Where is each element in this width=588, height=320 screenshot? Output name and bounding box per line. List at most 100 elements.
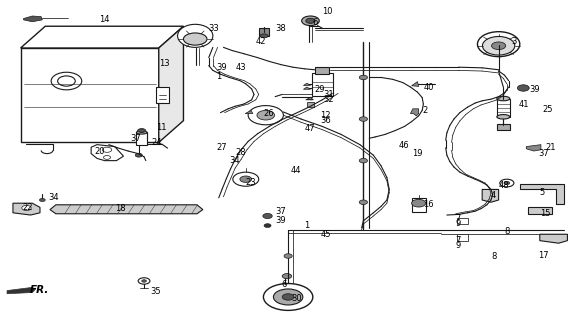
Text: 46: 46 bbox=[399, 141, 409, 150]
Text: 6: 6 bbox=[313, 18, 318, 27]
Bar bbox=[457, 234, 468, 241]
Circle shape bbox=[302, 16, 319, 26]
Text: 7: 7 bbox=[456, 236, 461, 245]
Circle shape bbox=[263, 213, 272, 219]
Text: 43: 43 bbox=[235, 63, 246, 72]
Ellipse shape bbox=[58, 76, 75, 86]
Text: 7: 7 bbox=[456, 214, 461, 223]
Circle shape bbox=[142, 280, 146, 282]
Ellipse shape bbox=[183, 33, 207, 45]
Text: 9: 9 bbox=[456, 219, 461, 228]
Text: 18: 18 bbox=[115, 204, 125, 213]
Polygon shape bbox=[526, 145, 541, 151]
Text: 40: 40 bbox=[423, 83, 434, 92]
Text: 45: 45 bbox=[320, 230, 331, 239]
Text: 34: 34 bbox=[229, 156, 240, 165]
Text: 20: 20 bbox=[94, 148, 105, 156]
Text: 35: 35 bbox=[150, 287, 161, 296]
Text: 37: 37 bbox=[538, 149, 549, 158]
Polygon shape bbox=[21, 26, 183, 48]
Ellipse shape bbox=[178, 24, 213, 47]
Text: 36: 36 bbox=[320, 116, 331, 125]
Text: 37: 37 bbox=[131, 134, 141, 143]
Bar bbox=[136, 132, 147, 145]
Text: 4: 4 bbox=[491, 191, 496, 200]
Text: 29: 29 bbox=[315, 85, 325, 94]
Circle shape bbox=[359, 158, 368, 163]
Circle shape bbox=[248, 106, 283, 125]
Circle shape bbox=[103, 156, 111, 159]
Polygon shape bbox=[412, 82, 419, 86]
Circle shape bbox=[359, 117, 368, 121]
Circle shape bbox=[273, 289, 303, 305]
Text: 44: 44 bbox=[291, 166, 302, 175]
Text: 1: 1 bbox=[216, 72, 222, 81]
Circle shape bbox=[282, 294, 294, 300]
Bar bbox=[412, 198, 426, 212]
Text: 27: 27 bbox=[216, 143, 227, 152]
Circle shape bbox=[282, 274, 292, 279]
Ellipse shape bbox=[138, 129, 146, 132]
Circle shape bbox=[138, 278, 150, 284]
Text: 2: 2 bbox=[422, 106, 427, 115]
Circle shape bbox=[139, 129, 145, 132]
Bar bbox=[497, 124, 510, 130]
Polygon shape bbox=[410, 109, 419, 116]
Text: 21: 21 bbox=[546, 143, 556, 152]
Text: 25: 25 bbox=[542, 105, 553, 114]
Bar bbox=[312, 73, 333, 96]
Polygon shape bbox=[21, 48, 159, 142]
Ellipse shape bbox=[136, 131, 147, 134]
Circle shape bbox=[135, 153, 142, 157]
Circle shape bbox=[412, 199, 426, 207]
Polygon shape bbox=[13, 203, 40, 215]
Text: 16: 16 bbox=[423, 200, 434, 209]
Ellipse shape bbox=[260, 34, 268, 38]
Text: 6: 6 bbox=[281, 280, 286, 289]
Text: 37: 37 bbox=[275, 207, 286, 216]
Text: 39: 39 bbox=[275, 216, 286, 225]
Polygon shape bbox=[482, 189, 499, 202]
Circle shape bbox=[504, 181, 510, 185]
Circle shape bbox=[306, 18, 315, 23]
Text: 12: 12 bbox=[320, 111, 331, 120]
Text: 41: 41 bbox=[519, 100, 529, 109]
Circle shape bbox=[102, 147, 112, 152]
Polygon shape bbox=[24, 16, 42, 22]
Text: 8: 8 bbox=[505, 227, 510, 236]
Text: 39: 39 bbox=[529, 85, 540, 94]
Circle shape bbox=[22, 205, 31, 211]
Polygon shape bbox=[159, 26, 183, 142]
Circle shape bbox=[264, 224, 271, 228]
Text: 34: 34 bbox=[48, 193, 59, 202]
Text: 39: 39 bbox=[216, 63, 227, 72]
Polygon shape bbox=[303, 83, 310, 85]
Text: 26: 26 bbox=[263, 109, 274, 118]
Bar bbox=[307, 102, 314, 107]
Text: 23: 23 bbox=[246, 178, 256, 187]
Text: 28: 28 bbox=[235, 148, 246, 157]
Circle shape bbox=[263, 284, 313, 310]
Circle shape bbox=[359, 75, 368, 80]
Text: 17: 17 bbox=[538, 252, 549, 260]
Circle shape bbox=[284, 254, 292, 258]
Text: 5: 5 bbox=[540, 188, 545, 197]
Text: 13: 13 bbox=[159, 60, 169, 68]
Circle shape bbox=[39, 198, 45, 202]
Circle shape bbox=[240, 176, 252, 182]
Polygon shape bbox=[540, 234, 567, 243]
Text: 24: 24 bbox=[152, 138, 162, 147]
Ellipse shape bbox=[51, 72, 82, 90]
Ellipse shape bbox=[477, 32, 520, 57]
Text: 32: 32 bbox=[323, 95, 334, 104]
Bar bbox=[156, 87, 169, 103]
Polygon shape bbox=[7, 287, 35, 294]
Circle shape bbox=[257, 110, 275, 120]
Text: 30: 30 bbox=[291, 294, 302, 303]
Bar bbox=[315, 67, 329, 74]
Text: 42: 42 bbox=[256, 37, 266, 46]
Circle shape bbox=[500, 179, 514, 187]
Polygon shape bbox=[91, 145, 123, 161]
Text: 1: 1 bbox=[305, 221, 310, 230]
Circle shape bbox=[359, 200, 368, 204]
